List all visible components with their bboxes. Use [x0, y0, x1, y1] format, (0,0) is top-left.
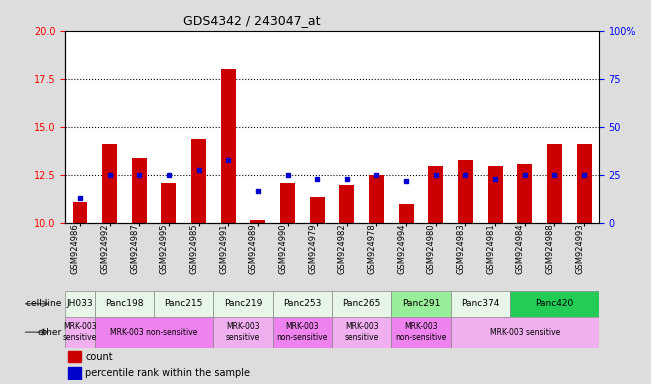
Text: GSM924990: GSM924990 [279, 223, 288, 274]
Bar [221, 69, 236, 223]
Bar [161, 183, 176, 223]
Text: cell line: cell line [27, 299, 62, 308]
Text: GSM924985: GSM924985 [189, 223, 199, 274]
Text: MRK-003 sensitive: MRK-003 sensitive [490, 328, 560, 337]
Text: GSM924986: GSM924986 [71, 223, 80, 274]
Text: GSM924983: GSM924983 [456, 223, 465, 274]
Bar [132, 158, 146, 223]
Bar [214, 291, 273, 317]
Text: count: count [85, 352, 113, 362]
Text: GSM924991: GSM924991 [219, 223, 229, 274]
Bar [214, 317, 273, 348]
Text: GSM924988: GSM924988 [546, 223, 555, 274]
Bar [154, 291, 214, 317]
Text: GDS4342 / 243047_at: GDS4342 / 243047_at [183, 14, 321, 27]
Text: GSM924994: GSM924994 [397, 223, 406, 274]
Bar [102, 144, 117, 223]
Bar [369, 175, 384, 223]
Bar [68, 351, 81, 362]
Bar [65, 317, 95, 348]
Text: MRK-003
non-sensitive: MRK-003 non-sensitive [395, 323, 447, 342]
Bar [398, 204, 413, 223]
Bar [251, 220, 266, 223]
Text: GSM924979: GSM924979 [308, 223, 317, 274]
Text: Panc253: Panc253 [283, 299, 322, 308]
Bar [510, 291, 599, 317]
Text: Panc198: Panc198 [105, 299, 144, 308]
Bar [310, 197, 325, 223]
Text: JH033: JH033 [66, 299, 93, 308]
Text: GSM924980: GSM924980 [427, 223, 436, 274]
Bar [547, 144, 562, 223]
Text: MRK-003
sensitive: MRK-003 sensitive [344, 323, 379, 342]
Text: GSM924978: GSM924978 [368, 223, 376, 274]
Text: Panc420: Panc420 [535, 299, 574, 308]
Bar [488, 166, 503, 223]
Bar [339, 185, 354, 223]
Text: GSM924995: GSM924995 [160, 223, 169, 274]
Bar [191, 139, 206, 223]
Text: GSM924982: GSM924982 [338, 223, 347, 274]
Text: Panc291: Panc291 [402, 299, 440, 308]
Bar [332, 291, 391, 317]
Bar [518, 164, 533, 223]
Text: MRK-003
sensitive: MRK-003 sensitive [62, 323, 97, 342]
Text: GSM924987: GSM924987 [130, 223, 139, 274]
Text: GSM924992: GSM924992 [101, 223, 109, 274]
Bar [65, 291, 95, 317]
Text: GSM924981: GSM924981 [486, 223, 495, 274]
Bar [458, 160, 473, 223]
Bar [72, 202, 87, 223]
Bar [332, 317, 391, 348]
Text: GSM924989: GSM924989 [249, 223, 258, 274]
Text: MRK-003
sensitive: MRK-003 sensitive [226, 323, 260, 342]
Bar [428, 166, 443, 223]
Bar [95, 317, 214, 348]
Bar [68, 367, 81, 379]
Text: Panc374: Panc374 [461, 299, 499, 308]
Text: percentile rank within the sample: percentile rank within the sample [85, 368, 251, 378]
Bar [391, 291, 450, 317]
Bar [273, 291, 332, 317]
Bar [450, 317, 599, 348]
Bar [391, 317, 450, 348]
Text: other: other [38, 328, 62, 337]
Text: MRK-003
non-sensitive: MRK-003 non-sensitive [277, 323, 328, 342]
Text: GSM924993: GSM924993 [575, 223, 584, 274]
Bar [280, 183, 295, 223]
Bar [95, 291, 154, 317]
Text: Panc219: Panc219 [224, 299, 262, 308]
Text: Panc265: Panc265 [342, 299, 381, 308]
Bar [577, 144, 592, 223]
Bar [450, 291, 510, 317]
Text: Panc215: Panc215 [165, 299, 203, 308]
Text: MRK-003 non-sensitive: MRK-003 non-sensitive [111, 328, 198, 337]
Text: GSM924984: GSM924984 [516, 223, 525, 274]
Bar [273, 317, 332, 348]
